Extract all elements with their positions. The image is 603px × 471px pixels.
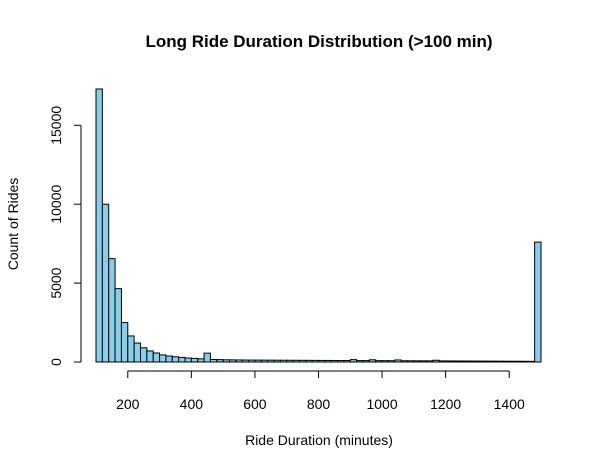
- histogram-bar: [178, 356, 186, 363]
- histogram-bar: [476, 360, 485, 363]
- histogram-bar: [375, 360, 383, 363]
- histogram-bar: [279, 359, 288, 363]
- x-tick-label: 600: [243, 396, 267, 412]
- histogram-bar: [457, 360, 466, 363]
- histogram-bar: [222, 359, 230, 363]
- histogram-bar: [381, 360, 389, 363]
- histogram-bar: [349, 359, 358, 363]
- histogram-bar: [305, 359, 313, 363]
- histogram-bar: [101, 203, 110, 363]
- y-tick-label: 5000: [48, 267, 64, 298]
- y-tick-label: 0: [48, 358, 64, 366]
- histogram-bar: [527, 360, 536, 363]
- histogram-bar: [368, 359, 377, 363]
- histogram-bar: [311, 359, 319, 363]
- x-tick-label: 1000: [366, 396, 397, 412]
- histogram-bar: [413, 360, 421, 363]
- histogram-bar: [394, 359, 402, 363]
- histogram-bar: [356, 360, 364, 363]
- histogram-bar: [324, 359, 332, 363]
- histogram-bar: [464, 360, 472, 363]
- histogram-bar: [235, 359, 243, 363]
- histogram-bar: [229, 359, 237, 363]
- histogram-bar: [203, 352, 211, 363]
- histogram-bar: [140, 347, 148, 363]
- histogram-bar: [146, 350, 154, 363]
- y-tick-label: 15000: [48, 106, 64, 145]
- histogram-bar: [127, 335, 135, 363]
- histogram-bar: [254, 359, 262, 363]
- histogram-bar: [120, 322, 129, 363]
- histogram-bar: [400, 360, 408, 363]
- histogram-bar: [216, 359, 224, 363]
- x-tick-label: 1400: [494, 396, 525, 412]
- y-axis: 0 5000 10000 15000: [48, 106, 82, 366]
- x-axis: 200 400 600 800 1000 1200 1400: [116, 370, 525, 412]
- histogram-bar: [171, 356, 180, 363]
- histogram-bar: [387, 360, 396, 363]
- histogram-bar: [419, 360, 428, 363]
- histogram-bar: [337, 360, 345, 363]
- x-tick-label: 800: [307, 396, 331, 412]
- x-tick-label: 400: [180, 396, 204, 412]
- histogram-bar: [292, 359, 300, 363]
- histogram-bar: [286, 359, 294, 363]
- x-tick-label: 200: [116, 396, 140, 412]
- histogram-bar: [407, 360, 415, 363]
- histogram-bar: [197, 358, 205, 363]
- histogram-bar: [426, 360, 434, 363]
- histogram-bars: [95, 88, 542, 363]
- histogram-bar: [432, 359, 440, 363]
- histogram-bar: [515, 360, 523, 363]
- histogram-bar: [445, 360, 453, 363]
- histogram-bar: [241, 359, 250, 363]
- x-tick-label: 1200: [430, 396, 461, 412]
- histogram-bar: [165, 355, 173, 363]
- histogram-bar: [114, 288, 122, 363]
- y-tick-label: 10000: [48, 185, 64, 224]
- histogram-bar: [298, 359, 307, 363]
- histogram-bar: [108, 258, 116, 363]
- histogram-bar: [159, 354, 167, 363]
- histogram-bar: [508, 360, 517, 363]
- histogram-bar: [534, 241, 542, 363]
- y-axis-label: Count of Rides: [5, 178, 21, 271]
- histogram-bar: [502, 360, 510, 363]
- histogram-bar: [489, 360, 497, 363]
- histogram-bar: [521, 360, 529, 363]
- histogram-bar: [95, 88, 103, 363]
- histogram-bar: [343, 360, 351, 363]
- histogram-bar: [267, 359, 275, 363]
- histogram-bar: [470, 360, 478, 363]
- histogram-bar: [273, 359, 281, 363]
- histogram-bar: [483, 360, 491, 363]
- histogram-bar: [152, 352, 161, 363]
- histogram-bar: [260, 359, 269, 363]
- histogram-bar: [248, 359, 256, 363]
- chart-title: Long Ride Duration Distribution (>100 mi…: [145, 32, 492, 51]
- histogram-bar: [330, 359, 339, 363]
- histogram-bar: [318, 359, 326, 363]
- histogram-bar: [496, 360, 504, 363]
- histogram-bar: [190, 357, 199, 363]
- histogram-bar: [133, 342, 141, 363]
- histogram-bar: [362, 360, 370, 363]
- histogram-bar: [451, 360, 459, 363]
- histogram-bar: [438, 360, 447, 363]
- histogram-bar: [209, 358, 218, 363]
- histogram-bar: [184, 357, 192, 363]
- x-axis-label: Ride Duration (minutes): [245, 432, 393, 448]
